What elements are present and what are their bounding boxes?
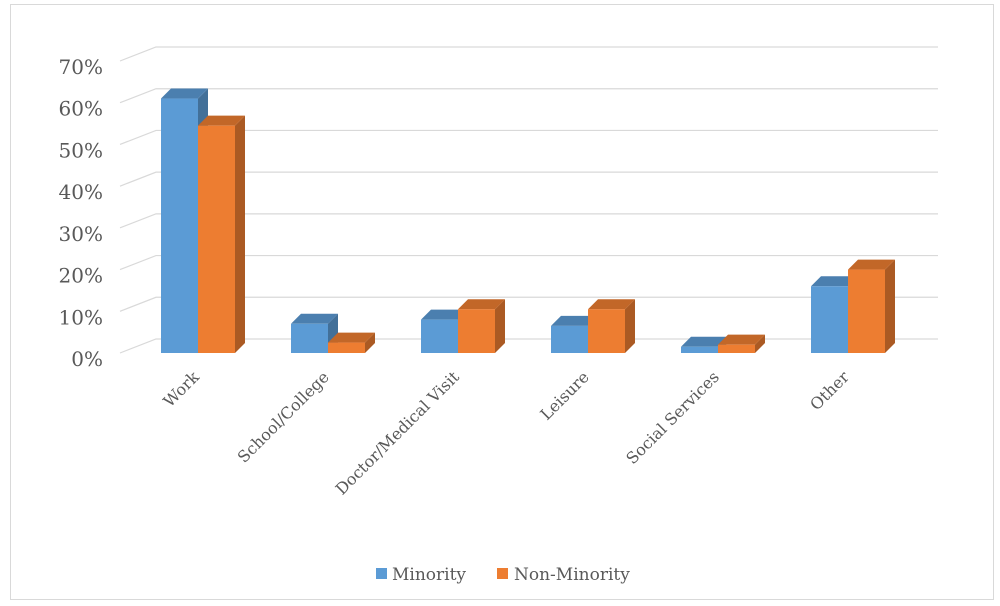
bar-non-minority-other — [848, 259, 895, 353]
bar-non-minority-leisure — [588, 299, 635, 353]
bars — [161, 88, 895, 354]
gridline — [119, 88, 938, 104]
x-category-doctor-medical-visit: Doctor/Medical Visit — [332, 367, 464, 499]
y-tick-label: 20% — [59, 264, 103, 288]
legend-swatch-non-minority — [497, 568, 508, 579]
x-category-social-services: Social Services — [622, 367, 723, 468]
gridline — [119, 171, 938, 187]
x-category-leisure: Leisure — [536, 367, 592, 423]
bar-non-minority-social-services — [718, 334, 765, 353]
y-tick-label: 50% — [59, 138, 103, 162]
bar-non-minority-school-college — [328, 332, 375, 353]
legend-label-non-minority: Non-Minority — [514, 565, 630, 585]
gridlines — [119, 46, 938, 354]
gridline — [119, 46, 938, 62]
y-tick-label: 40% — [59, 180, 103, 204]
y-tick-label: 70% — [59, 55, 103, 79]
y-tick-label: 60% — [59, 97, 103, 121]
bar-non-minority-doctor-medical-visit — [458, 299, 505, 353]
legend-label-minority: Minority — [392, 565, 466, 585]
y-axis-ticks: 0% 10% 20% 30% 40% 50% 60% 70% — [59, 55, 103, 371]
gridline — [119, 254, 938, 271]
gridline — [119, 213, 938, 229]
y-tick-label: 10% — [59, 305, 103, 329]
gridline — [119, 296, 938, 312]
legend: Minority Non-Minority — [376, 565, 630, 585]
gridline — [119, 338, 938, 354]
x-category-other: Other — [806, 367, 853, 414]
x-category-school-college: School/College — [234, 367, 333, 466]
y-tick-label: 30% — [59, 222, 103, 246]
gridline — [119, 129, 938, 145]
legend-swatch-minority — [376, 568, 387, 579]
y-tick-label: 0% — [71, 347, 103, 371]
x-category-work: Work — [159, 367, 203, 411]
bar-non-minority-work — [198, 115, 245, 354]
